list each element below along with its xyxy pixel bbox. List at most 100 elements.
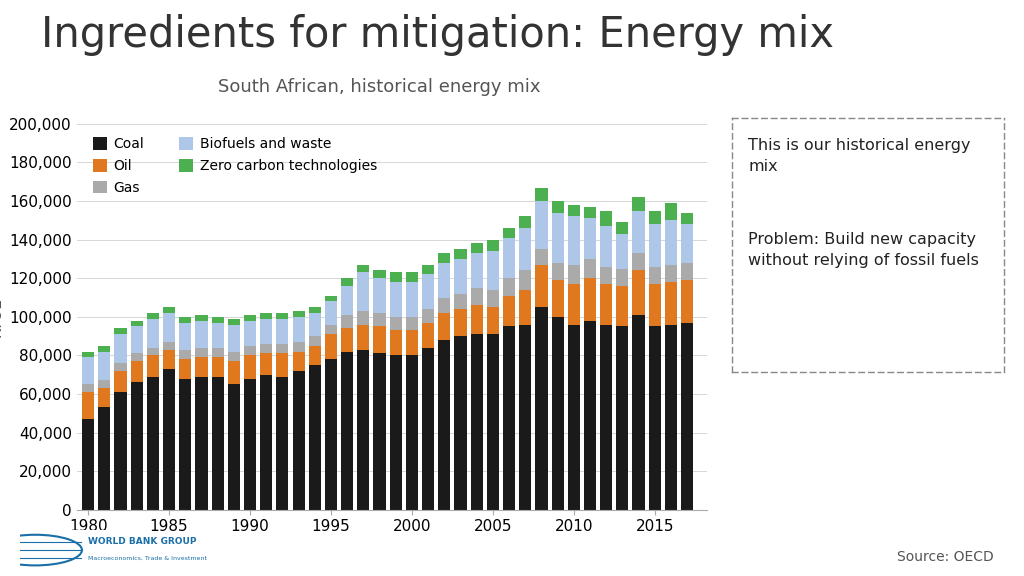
Bar	[341, 328, 353, 351]
Bar	[616, 234, 629, 268]
Bar	[552, 317, 563, 510]
Bar	[406, 272, 418, 282]
Bar	[406, 330, 418, 355]
Text: South African, historical energy mix: South African, historical energy mix	[218, 78, 540, 96]
Bar	[552, 201, 563, 213]
Bar	[341, 286, 353, 315]
Bar	[115, 363, 127, 371]
Bar	[567, 205, 580, 217]
Bar	[471, 305, 482, 334]
Bar	[616, 222, 629, 234]
Bar	[422, 265, 434, 274]
Text: Ingredients for mitigation: Energy mix: Ingredients for mitigation: Energy mix	[41, 14, 834, 56]
Bar	[438, 263, 451, 297]
Bar	[357, 265, 370, 272]
Bar	[82, 351, 94, 357]
Bar	[115, 334, 127, 363]
Bar	[293, 371, 305, 510]
Bar	[665, 324, 677, 510]
Bar	[276, 313, 289, 319]
Bar	[212, 377, 223, 510]
Bar	[486, 240, 499, 251]
Bar	[374, 354, 386, 510]
Bar	[600, 284, 612, 324]
Bar	[293, 311, 305, 317]
Bar	[82, 419, 94, 510]
Bar	[146, 313, 159, 319]
Bar	[616, 286, 629, 327]
Bar	[455, 309, 467, 336]
Bar	[260, 354, 272, 374]
Bar	[212, 357, 223, 377]
Bar	[244, 378, 256, 510]
Bar	[227, 319, 240, 324]
Bar	[260, 374, 272, 510]
Bar	[227, 384, 240, 510]
Bar	[163, 369, 175, 510]
Bar	[244, 346, 256, 355]
Bar	[584, 207, 596, 218]
Bar	[455, 336, 467, 510]
Bar	[390, 282, 401, 317]
Bar	[681, 263, 693, 280]
Bar	[179, 350, 191, 359]
Bar	[115, 392, 127, 510]
Bar	[196, 321, 208, 348]
Bar	[98, 381, 111, 388]
Bar	[471, 334, 482, 510]
Bar	[438, 297, 451, 313]
Bar	[276, 344, 289, 354]
Bar	[325, 324, 337, 334]
Bar	[648, 224, 660, 267]
Bar	[390, 317, 401, 330]
Bar	[276, 354, 289, 377]
Bar	[567, 284, 580, 324]
Bar	[163, 350, 175, 369]
Bar	[633, 253, 645, 271]
Bar	[308, 313, 321, 336]
Bar	[179, 378, 191, 510]
Bar	[293, 342, 305, 351]
Bar	[374, 327, 386, 354]
Bar	[260, 313, 272, 319]
Bar	[584, 321, 596, 510]
Bar	[519, 271, 531, 290]
Bar	[82, 392, 94, 419]
Bar	[196, 377, 208, 510]
Legend: Coal, Oil, Gas, Biofuels and waste, Zero carbon technologies: Coal, Oil, Gas, Biofuels and waste, Zero…	[90, 135, 380, 198]
Bar	[406, 282, 418, 317]
Bar	[146, 355, 159, 377]
Bar	[600, 211, 612, 226]
Bar	[665, 203, 677, 220]
Bar	[98, 388, 111, 407]
Bar	[146, 319, 159, 348]
Bar	[438, 340, 451, 510]
Bar	[357, 324, 370, 350]
Bar	[308, 365, 321, 510]
Bar	[325, 359, 337, 510]
Text: Macroeconomics, Trade & Investment: Macroeconomics, Trade & Investment	[88, 556, 207, 560]
Bar	[82, 357, 94, 384]
Bar	[681, 280, 693, 323]
Bar	[503, 228, 515, 238]
Bar	[648, 267, 660, 284]
Bar	[471, 244, 482, 253]
Bar	[227, 361, 240, 384]
Bar	[648, 211, 660, 224]
Bar	[406, 355, 418, 510]
Bar	[276, 377, 289, 510]
Bar	[374, 313, 386, 327]
Bar	[633, 211, 645, 253]
Bar	[260, 344, 272, 354]
Bar	[665, 282, 677, 324]
Bar	[536, 249, 548, 265]
Bar	[648, 284, 660, 327]
Bar	[308, 346, 321, 365]
Bar	[471, 288, 482, 305]
Bar	[179, 359, 191, 378]
Bar	[325, 301, 337, 324]
Bar	[584, 259, 596, 278]
Bar	[584, 218, 596, 259]
Bar	[633, 271, 645, 315]
Bar	[357, 350, 370, 510]
